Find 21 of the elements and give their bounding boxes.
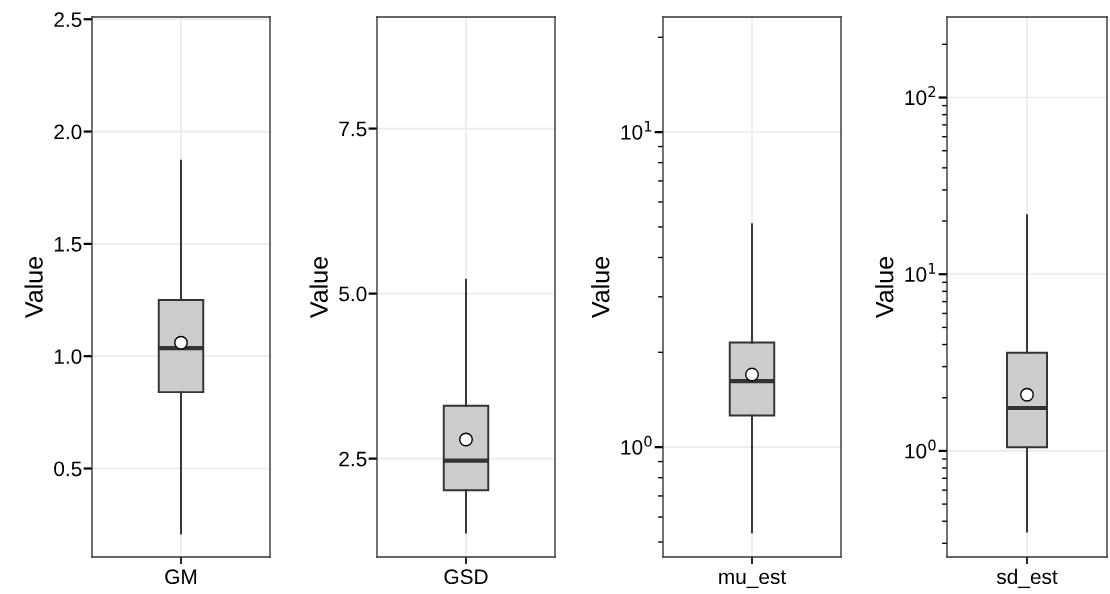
y-tick-label: 10$^{2}$: [905, 86, 936, 106]
y-tick-label: 10$^{1}$: [621, 120, 652, 140]
y-tick-label: 10$^{0}$: [621, 435, 652, 455]
y-axis-title: Value: [309, 257, 328, 318]
y-tick-label: 1.0: [54, 349, 82, 364]
y-tick-label: 0.5: [54, 461, 82, 477]
x-tick-label: mu_est: [719, 570, 787, 589]
y-axis-title: Value: [875, 257, 894, 318]
y-axis-title: Value: [591, 257, 610, 318]
y-tick-label: 2.5: [339, 451, 367, 467]
y-tick-label: 2.5: [54, 12, 82, 27]
y-tick-label: 10$^{1}$: [905, 263, 936, 282]
x-tick-label: GM: [165, 569, 197, 585]
y-axis-title: Value: [24, 257, 43, 318]
y-tick-label: 2.0: [54, 124, 82, 140]
x-tick-label: GSD: [444, 569, 488, 585]
y-tick-label: 7.5: [339, 121, 367, 137]
y-tick-label: 10$^{0}$: [905, 439, 936, 459]
y-tick-label: 5.0: [339, 286, 367, 302]
x-tick-label: sd_est: [996, 568, 1058, 589]
y-tick-label: 1.5: [54, 237, 82, 252]
